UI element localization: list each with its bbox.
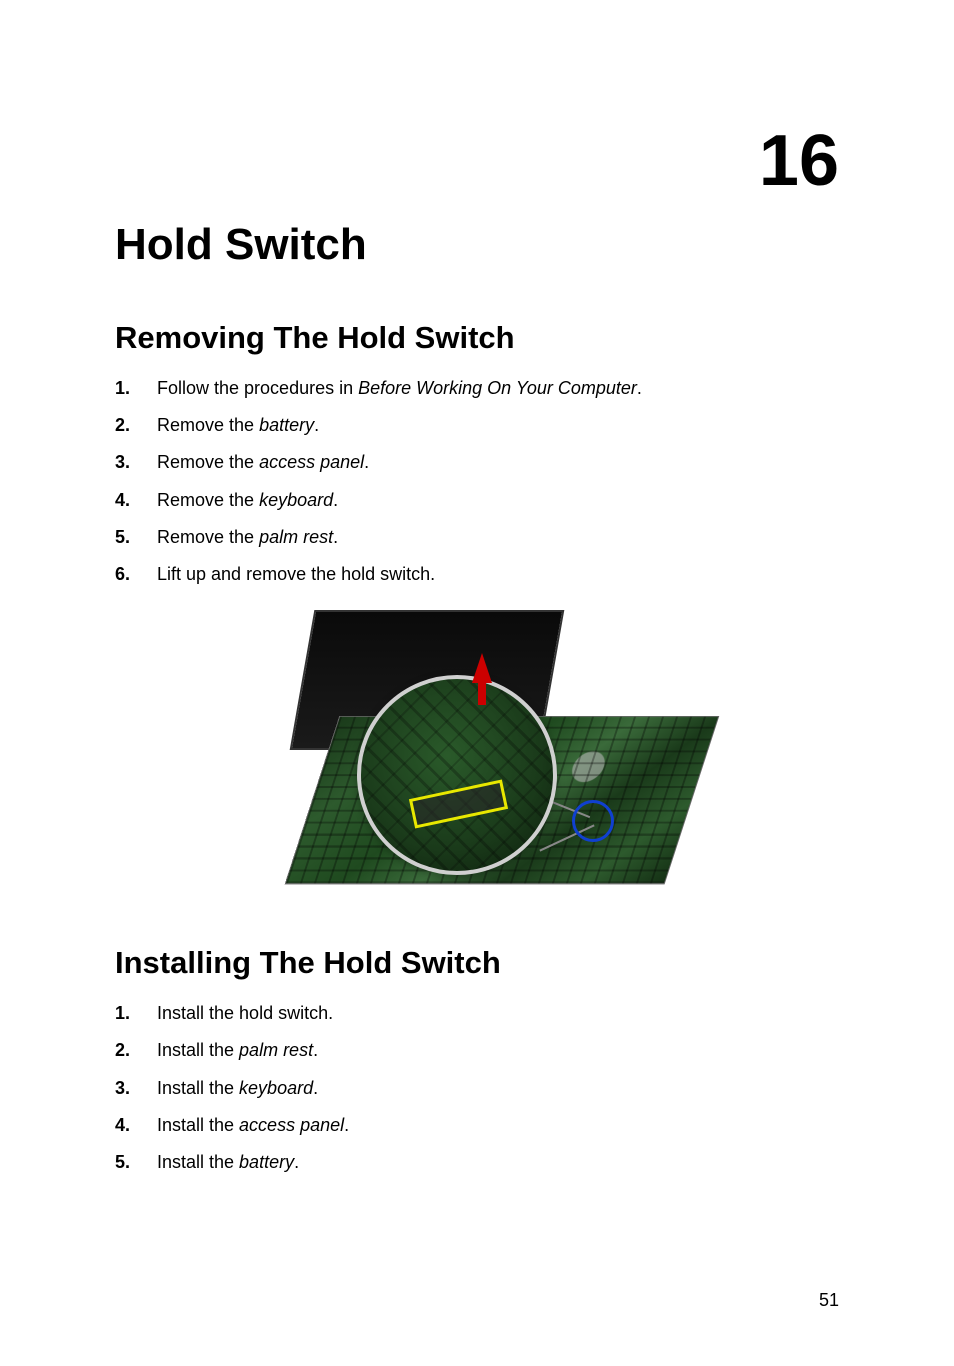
list-item: Lift up and remove the hold switch. bbox=[115, 562, 839, 587]
installing-steps-list: Install the hold switch. Install the pal… bbox=[115, 1001, 839, 1175]
list-item: Remove the battery. bbox=[115, 413, 839, 438]
list-item: Remove the palm rest. bbox=[115, 525, 839, 550]
zoom-callout-circle bbox=[357, 675, 557, 875]
list-item: Follow the procedures in Before Working … bbox=[115, 376, 839, 401]
lift-arrow-icon bbox=[478, 680, 486, 705]
list-item: Install the palm rest. bbox=[115, 1038, 839, 1063]
hold-switch-figure bbox=[262, 605, 692, 905]
list-item: Install the hold switch. bbox=[115, 1001, 839, 1026]
lift-arrow-icon bbox=[472, 653, 492, 683]
chapter-title: Hold Switch bbox=[115, 220, 839, 270]
list-item: Install the access panel. bbox=[115, 1113, 839, 1138]
list-item: Install the keyboard. bbox=[115, 1076, 839, 1101]
removing-steps-list: Follow the procedures in Before Working … bbox=[115, 376, 839, 587]
list-item: Remove the keyboard. bbox=[115, 488, 839, 513]
section-removing-title: Removing The Hold Switch bbox=[115, 320, 839, 356]
callout-board-graphic bbox=[361, 679, 553, 871]
section-installing-title: Installing The Hold Switch bbox=[115, 945, 839, 981]
chapter-number: 16 bbox=[759, 120, 839, 202]
locator-circle bbox=[572, 800, 614, 842]
list-item: Install the battery. bbox=[115, 1150, 839, 1175]
page-number: 51 bbox=[819, 1290, 839, 1311]
list-item: Remove the access panel. bbox=[115, 450, 839, 475]
